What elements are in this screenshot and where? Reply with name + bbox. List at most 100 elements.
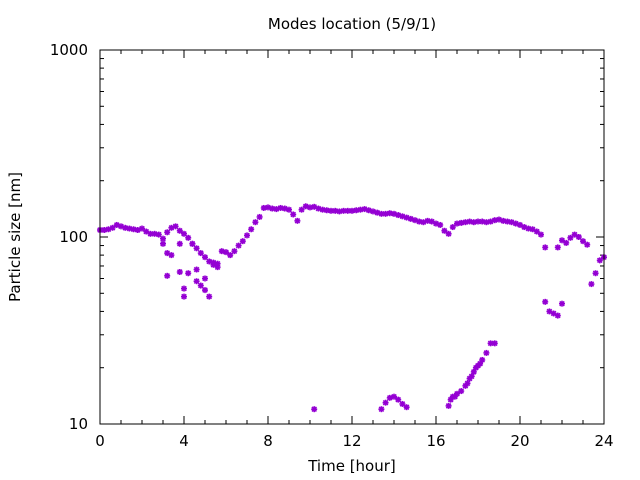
data-point-stroke [462,219,469,226]
data-point-stroke [181,230,187,237]
data-point-stroke [206,258,213,265]
data-point-stroke [336,208,343,215]
data-point-stroke [370,208,376,215]
data-points [97,203,607,413]
data-point-stroke [378,406,385,413]
y-axis-label: Particle size [nm] [6,172,24,302]
data-point [181,293,187,300]
data-point-stroke [357,206,364,213]
data-point [210,259,217,266]
data-point-stroke [412,217,418,224]
data-point-stroke [176,269,183,275]
data-point-stroke [223,249,229,255]
data-point-stroke [473,364,479,371]
data-point [155,231,162,238]
plot-frame [99,49,605,425]
data-point-stroke [504,218,511,225]
data-point-stroke [464,380,471,387]
data-point-stroke [197,250,204,256]
data-point [542,298,549,305]
data-point-stroke [176,240,183,247]
data-point [202,275,208,282]
data-point-stroke [424,218,431,224]
data-point-stroke [269,205,276,212]
data-point-stroke [202,287,208,293]
data-point [252,219,259,226]
data-point [160,235,166,242]
data-point-stroke [193,266,200,273]
data-point [395,396,402,403]
data-point-stroke [139,225,145,232]
data-point-stroke [382,399,389,406]
data-point-stroke [143,228,150,235]
data-point-stroke [218,248,225,254]
data-point-stroke [307,204,313,211]
data-point [475,218,481,225]
x-tick-label: 0 [95,432,105,450]
data-point-stroke [332,208,339,214]
axis-ticks: 0 4 8 12 16 20 24 10 100 1000 [50,41,614,450]
data-point [202,287,208,294]
data-point-stroke [118,223,124,230]
data-point-stroke [399,213,406,220]
data-point-stroke [181,285,187,292]
data-point [185,234,192,241]
data-point [349,207,355,214]
data-point-stroke [525,225,532,232]
data-point-stroke [542,299,549,305]
data-point-stroke [113,222,120,228]
data-point-stroke [458,220,465,226]
data-point-stroke [202,254,208,260]
data-point [336,208,343,215]
data-point [437,221,444,228]
data-point [391,393,397,400]
data-point [445,402,452,409]
data-point-stroke [458,388,465,394]
data-point [109,224,116,231]
data-point [223,249,229,256]
data-point-stroke [554,312,561,319]
data-point [559,300,565,307]
data-point-stroke [202,275,208,282]
data-point [185,270,192,277]
data-point-stroke [403,404,410,411]
data-point-stroke [172,223,179,230]
data-point-stroke [227,252,234,258]
data-point-stroke [483,219,490,226]
data-point-stroke [399,401,406,407]
x-tick-label: 8 [263,432,273,450]
data-point-stroke [248,226,255,233]
data-point [231,248,238,255]
data-point-stroke [592,270,599,277]
data-point-stroke [109,224,116,231]
data-point-stroke [571,231,578,238]
data-point [466,218,473,225]
y-tick-label: 100 [59,228,88,246]
data-point [588,281,595,288]
data-point [424,217,431,224]
data-point-stroke [496,216,502,223]
data-point-stroke [580,238,586,244]
data-point-stroke [374,209,381,216]
data-point-stroke [294,218,301,224]
x-axis-label: Time [hour] [307,457,396,475]
data-point [458,388,465,395]
data-point [472,364,479,371]
data-point [206,293,213,300]
data-point-stroke [391,211,397,217]
x-tick-label: 16 [426,432,445,450]
data-point [197,282,204,289]
data-point [464,380,471,387]
data-point-stroke [210,259,217,266]
data-point-stroke [407,216,414,222]
data-point-stroke [286,206,292,213]
data-point-stroke [475,218,481,225]
data-point [164,229,171,236]
data-point-stroke [386,210,393,217]
data-point [538,231,544,238]
data-point-stroke [491,340,498,347]
data-point [447,396,454,403]
data-point-stroke [466,218,473,225]
data-point-stroke [416,218,423,225]
